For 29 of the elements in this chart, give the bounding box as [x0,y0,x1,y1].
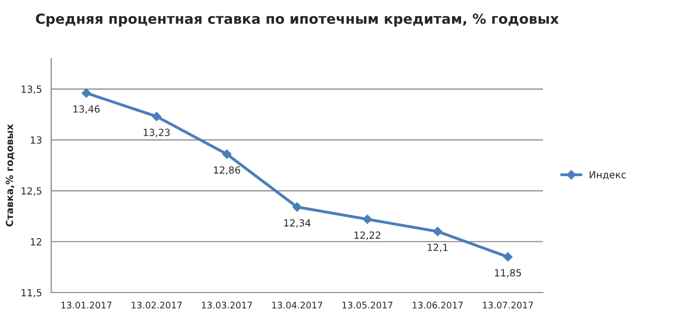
y-tick-label: 13,5 [22,86,42,94]
point [82,88,91,98]
x-tick-label: 13.06.2017 [412,302,463,309]
data-label: 13,46 [74,105,100,114]
data-label: 12,1 [428,244,448,252]
point [222,150,232,159]
data-label: 12,86 [214,166,240,175]
chart-title: Средняя процентная ставка по ипотечным кредитам, % годовых [36,13,559,27]
y-tick-label: 12 [30,238,42,246]
y-axis-title: Ставка,% годовых [6,124,14,226]
y-tick-label: 11,5 [22,289,42,298]
x-tick-label: 13.04.2017 [272,302,322,309]
point [503,252,512,262]
x-tick-label: 13.07.2017 [483,302,533,309]
y-tick-label: 12,5 [22,187,42,196]
point [362,214,372,224]
point [432,226,442,236]
point [292,202,302,212]
x-tick-label: 13.02.2017 [132,302,182,309]
data-label: 11,85 [495,269,521,278]
y-tick-label: 13 [30,136,42,144]
data-label: 12,34 [284,219,310,228]
x-tick-label: 13.03.2017 [202,302,252,309]
legend-label: Индекс [590,171,626,180]
data-label: 13,23 [144,128,170,138]
data-label: 12,22 [354,231,380,240]
x-tick-label: 13.05.2017 [342,302,392,309]
x-tick-label: 13.01.2017 [62,302,112,309]
point [152,112,162,122]
